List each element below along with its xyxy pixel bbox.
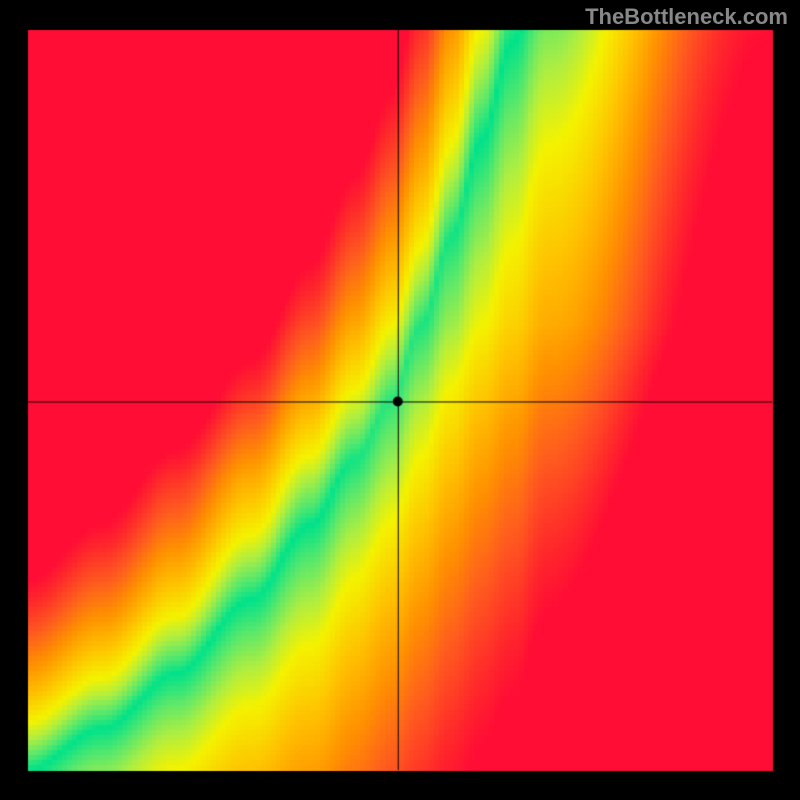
- watermark-text: TheBottleneck.com: [585, 4, 788, 30]
- crosshair-overlay-canvas: [0, 0, 800, 800]
- chart-container: TheBottleneck.com: [0, 0, 800, 800]
